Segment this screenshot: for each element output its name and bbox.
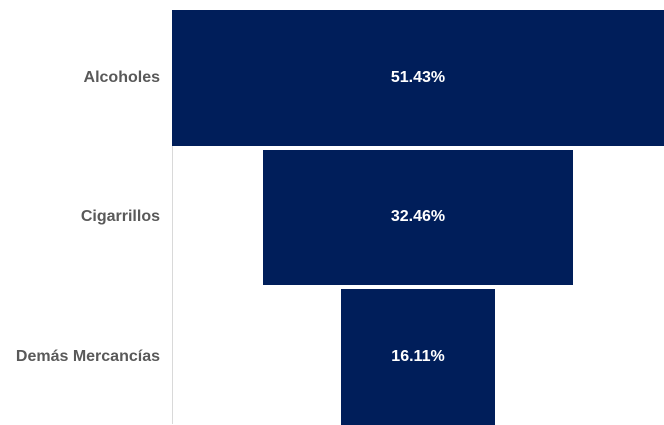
funnel-value-label-2: 32.46% <box>390 208 446 226</box>
funnel-value-label-1: 51.43% <box>390 68 446 86</box>
funnel-bar-2 <box>262 149 574 285</box>
category-axis-line <box>172 10 173 424</box>
funnel-bar-3 <box>340 289 496 425</box>
funnel-value-label-3: 16.11% <box>391 347 445 365</box>
funnel-bar-1 <box>172 10 664 146</box>
funnel-category-label-2: Cigarrillos <box>80 208 160 226</box>
funnel-category-label-1: Alcoholes <box>83 68 160 86</box>
funnel-category-label-3: Demás Mercancías <box>15 347 160 365</box>
